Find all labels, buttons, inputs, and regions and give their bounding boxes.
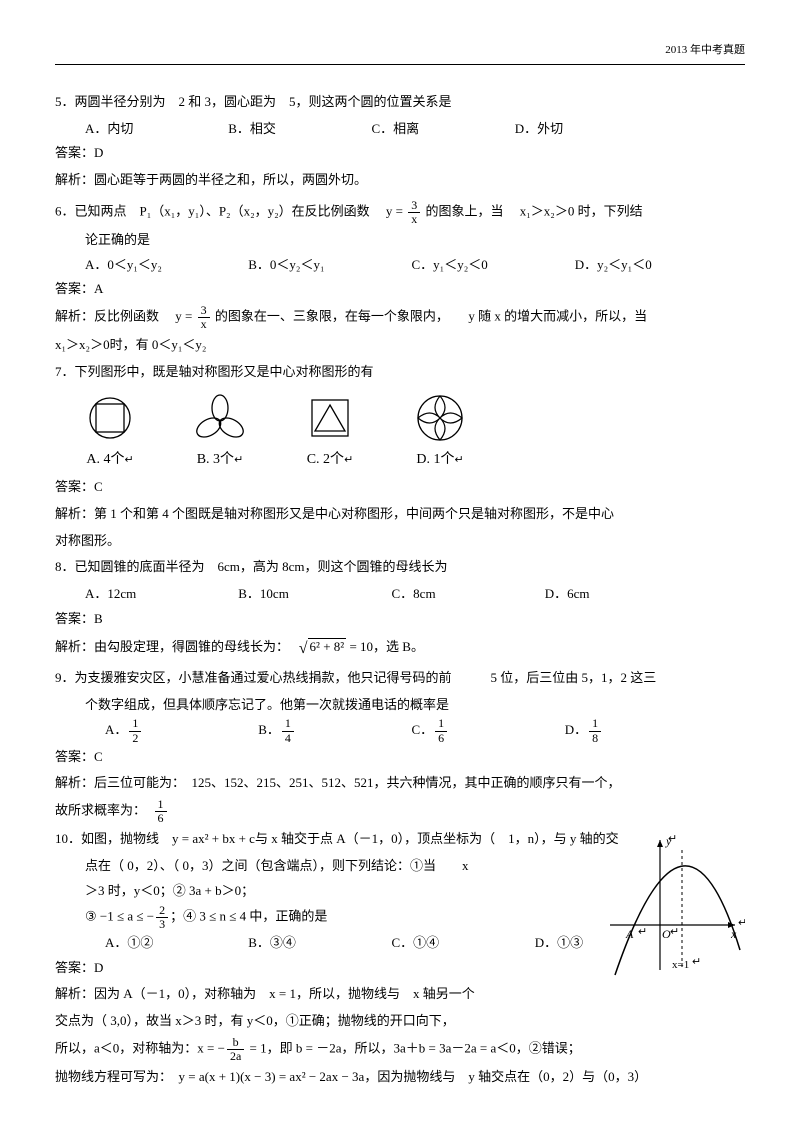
q6-optD: D．y₂＜y₁＜0 (575, 253, 735, 278)
q8-optB: B．10cm (238, 582, 388, 607)
q5-text: 5．两圆半径分别为 2 和 3，圆心距为 5，则这两个圆的位置关系是 (55, 90, 745, 115)
q8-optA: A．12cm (85, 582, 235, 607)
q7-explain2: 对称图形。 (55, 529, 745, 554)
q9-line1: 9．为支援雅安灾区，小慧准备通过爱心热线捐款，他只记得号码的前 5 位，后三位由… (55, 666, 745, 691)
q8-answer: 答案：B (55, 607, 745, 632)
q7-figures: A. 4个↵ B. 3个↵ C. 2个↵ D. 1个↵ (55, 393, 745, 474)
q8-text: 8．已知圆锥的底面半径为 6cm，高为 8cm，则这个圆锥的母线长为 (55, 555, 745, 580)
q10-explain1: 解析：因为 A（－1，0），对称轴为 x = 1，所以，抛物线与 x 轴另一个 (55, 982, 745, 1007)
q6-frac: 3x (408, 199, 420, 226)
q6-line1: 6．已知两点 P₁（x₁，y₁）、P₂（x₂，y₂）在反比例函数 y = 3x … (55, 199, 745, 226)
q6-p2: 的图象上，当 (426, 203, 517, 218)
q9-answer: 答案：C (55, 745, 745, 770)
q9-explain2: 故所求概率为： 16 (55, 798, 745, 825)
q9-optB: B．14 (258, 717, 408, 744)
q10-optC: C．①④ (392, 931, 532, 956)
q8-optC: C．8cm (392, 582, 542, 607)
q10-explain2: 交点为（ 3,0），故当 x＞3 时，有 y＜0，①正确；抛物线的开口向下， (55, 1009, 745, 1034)
axis-x-label: x (730, 927, 737, 941)
q6-optB: B．0＜y₂＜y₁ (248, 253, 408, 278)
fig-label-A: A. 4个↵ (85, 447, 135, 474)
fig-label-C: C. 2个↵ (305, 447, 355, 474)
point-A-label: A (625, 927, 634, 941)
q7-explain1: 解析：第 1 个和第 4 个图既是轴对称图形又是中心对称图形，中间两个只是轴对称… (55, 502, 745, 527)
q6-line2: 论正确的是 (55, 228, 745, 253)
fig-triangle-in-square: C. 2个↵ (305, 393, 355, 474)
svg-text:↵: ↵ (668, 833, 677, 845)
q6-explain1: 解析：反比例函数 y = 3x 的图象在一、三象限，在每一个象限内， y 随 x… (55, 304, 745, 331)
q9-explain1: 解析：后三位可能为： 125、152、215、251、512、521，共六种情况… (55, 771, 745, 796)
q10-optA: A．①② (105, 931, 245, 956)
q6-answer: 答案：A (55, 277, 745, 302)
q9-line2: 个数字组成，但具体顺序忘记了。他第一次就拨通电话的概率是 (55, 693, 745, 718)
q6-frac2: 3x (198, 304, 210, 331)
q8-options: A．12cm B．10cm C．8cm D．6cm (55, 582, 745, 607)
q10-explain4: 抛物线方程可写为： y = a(x + 1)(x − 3) = ax² − 2a… (55, 1065, 745, 1090)
q5-answer: 答案：D (55, 141, 745, 166)
q9-optD: D．18 (565, 717, 715, 744)
q6-explain2: x₁＞x₂＞0时，有 0＜y₁＜y₂ (55, 333, 745, 358)
q9-optC: C．16 (412, 717, 562, 744)
q6-options: A．0＜y₁＜y₂ B．0＜y₂＜y₁ C．y₁＜y₂＜0 D．y₂＜y₁＜0 (55, 253, 745, 278)
q5-optB: B．相交 (228, 117, 368, 142)
q6-optC: C．y₁＜y₂＜0 (412, 253, 572, 278)
q5-optD: D．外切 (515, 117, 655, 142)
fig-label-B: B. 3个↵ (195, 447, 245, 474)
x1-label: x=1 (672, 959, 689, 971)
q10-explain3: 所以，a＜0，对称轴为：x = −b2a = 1，即 b = －2a，所以，3a… (55, 1036, 745, 1063)
fig-three-ellipses: B. 3个↵ (195, 393, 245, 474)
q9-options: A．12 B．14 C．16 D．18 (55, 717, 745, 744)
q5-optA: A．内切 (85, 117, 225, 142)
q6-x1x2: x₁＞x₂＞0 (520, 203, 575, 218)
svg-text:↵: ↵ (738, 917, 745, 929)
q6-p3: 时，下列结 (578, 203, 643, 218)
fig-square-in-circle: A. 4个↵ (85, 393, 135, 474)
q8-optD: D．6cm (545, 582, 695, 607)
q6-yeq: y = (386, 203, 403, 218)
fig-label-D: D. 1个↵ (415, 447, 465, 474)
q10-optB: B．③④ (248, 931, 388, 956)
q8-explain: 解析：由勾股定理，得圆锥的母线长为： √6² + 8² = 10，选 B。 (55, 634, 745, 664)
svg-text:↵: ↵ (638, 926, 647, 938)
q5-optC: C．相离 (372, 117, 512, 142)
q6-p1: 6．已知两点 P₁（x₁，y₁）、P₂（x₂，y₂）在反比例函数 (55, 203, 383, 218)
page-header: 2013 年中考真题 (55, 40, 745, 65)
q7-answer: 答案：C (55, 475, 745, 500)
q7-text: 7．下列图形中，既是轴对称图形又是中心对称图形的有 (55, 360, 745, 385)
q6-optA: A．0＜y₁＜y₂ (85, 253, 245, 278)
q9-optA: A．12 (105, 717, 255, 744)
q5-explain: 解析：圆心距等于两圆的半径之和，所以，两圆外切。 (55, 168, 745, 193)
q5-options: A．内切 B．相交 C．相离 D．外切 (55, 117, 745, 142)
parabola-figure: y x A O x=1 ↵ ↵ ↵ ↵ ↵ (600, 830, 745, 980)
fig-petals-in-circle: D. 1个↵ (415, 393, 465, 474)
svg-text:↵: ↵ (692, 956, 701, 968)
svg-text:↵: ↵ (670, 926, 679, 938)
